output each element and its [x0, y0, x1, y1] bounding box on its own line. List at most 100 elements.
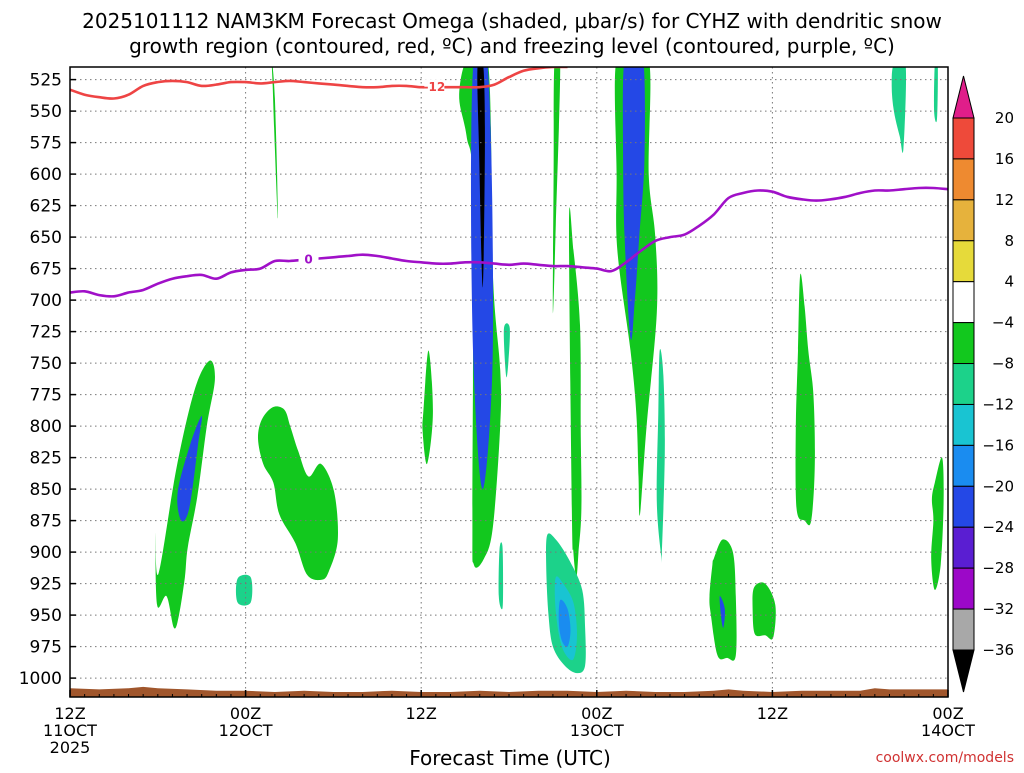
omega-shaded-region — [931, 457, 944, 590]
x-axis-tick-label: 12Z — [757, 704, 788, 723]
colorbar: 20 16 12 8 4 −4 −8 −12 −16 −20 −24 −28 −32 −36 — [952, 75, 1014, 693]
colorbar-swatch — [952, 158, 975, 201]
omega-shaded-region — [568, 207, 582, 578]
colorbar-swatch — [952, 526, 975, 569]
y-axis-tick-label: 800 — [30, 417, 62, 437]
colorbar-label: −20 — [982, 477, 1014, 495]
x-axis-tick-label: 12Z — [406, 704, 437, 723]
contour-line — [70, 67, 568, 100]
y-axis-tick-label: 525 — [30, 71, 62, 91]
colorbar-label: 12 — [995, 191, 1014, 209]
y-axis-tick-label: 825 — [30, 449, 62, 469]
y-axis-tick-labels: 525 550 575 600 625 650 675 700 725 750 775 800 825 8… — [19, 71, 62, 689]
colorbar-label: −24 — [982, 518, 1014, 536]
colorbar-label: −12 — [982, 395, 1014, 413]
colorbar-top-arrow — [952, 75, 975, 119]
colorbar-label: −32 — [982, 600, 1014, 618]
y-axis-tick-label: 975 — [30, 638, 62, 658]
colorbar-swatch — [952, 117, 975, 160]
colorbar-swatch — [952, 322, 975, 365]
contour-label-layer: -12 0 — [298, 79, 446, 268]
colorbar-swatch — [952, 485, 975, 528]
colorbar-label: −16 — [982, 436, 1014, 454]
colorbar-swatch — [952, 444, 975, 487]
omega-shaded-region — [709, 539, 737, 661]
chart-title-line-1: 2025101112 NAM3KM Forecast Omega (shaded… — [82, 9, 942, 33]
omega-shaded-region — [558, 599, 571, 648]
contour-line — [70, 186, 948, 298]
y-axis-tick-label: 650 — [30, 228, 62, 248]
omega-shaded-region — [271, 67, 278, 219]
omega-shaded-region — [795, 273, 815, 526]
colorbar-swatch — [952, 608, 975, 651]
x-axis-tick-label: 2025 — [50, 738, 91, 757]
colorbar-label: −36 — [982, 641, 1014, 659]
omega-shaded-region — [752, 582, 776, 640]
y-axis-tick-label: 725 — [30, 323, 62, 343]
omega-shaded-region — [177, 416, 203, 522]
omega-shaded-region — [235, 574, 253, 606]
colorbar-label: 20 — [995, 109, 1014, 127]
colorbar-swatch — [952, 199, 975, 242]
omega-shaded-region — [422, 350, 433, 465]
y-axis-tick-label: 900 — [30, 543, 62, 563]
contour-label: -12 — [424, 80, 446, 94]
colorbar-swatch — [952, 403, 975, 446]
y-axis-tick-label: 950 — [30, 606, 62, 626]
y-axis-tick-label: 925 — [30, 575, 62, 595]
omega-shaded-region — [503, 323, 510, 378]
y-axis-tick-label: 600 — [30, 165, 62, 185]
colorbar-label: 4 — [1004, 273, 1014, 291]
x-axis-tick-label: 12Z — [54, 704, 85, 723]
contour-label-background — [298, 251, 319, 268]
credit-text: coolwx.com/models — [876, 750, 1014, 766]
omega-shaded-region — [257, 406, 338, 581]
x-axis-tick-label: 14OCT — [921, 721, 975, 740]
omega-shaded-region — [552, 67, 561, 314]
y-axis-tick-label: 750 — [30, 354, 62, 374]
y-axis-tick-label: 575 — [30, 134, 62, 154]
x-axis-tick-label: 13OCT — [570, 721, 624, 740]
x-axis-tick-label: 00Z — [230, 704, 261, 723]
omega-shaded-region — [933, 67, 938, 123]
y-axis-tick-label: 675 — [30, 260, 62, 280]
omega-shaded-region — [622, 67, 645, 340]
colorbar-label: 16 — [995, 150, 1014, 168]
y-axis-tick-label: 700 — [30, 291, 62, 311]
colorbar-label: −4 — [992, 314, 1014, 332]
colorbar-swatch — [952, 281, 975, 324]
contour-label-background — [424, 79, 445, 96]
omega-shaded-region — [891, 67, 907, 153]
colorbar-label: −28 — [982, 559, 1014, 577]
omega-shaded-region — [498, 542, 504, 610]
colorbar-swatch — [952, 240, 975, 283]
y-axis-tick-label: 875 — [30, 512, 62, 532]
x-axis-tick-label: 00Z — [932, 704, 963, 723]
chart-title-line-2: growth region (contoured, red, ºC) and f… — [129, 34, 895, 58]
x-axis-tick-label: 11OCT — [43, 721, 97, 740]
y-axis-tick-label: 1000 — [19, 669, 62, 689]
y-axis-tick-label: 775 — [30, 386, 62, 406]
y-axis-tick-label: 850 — [30, 480, 62, 500]
colorbar-label: −8 — [992, 355, 1014, 373]
y-axis-tick-label: 625 — [30, 197, 62, 217]
colorbar-swatch — [952, 567, 975, 610]
contour-layer — [70, 67, 948, 298]
omega-shaded-region — [656, 349, 665, 564]
omega-shaded-region — [477, 67, 485, 288]
tick-mark-layer — [69, 78, 949, 697]
omega-shading-layer — [155, 67, 944, 674]
x-axis-title: Forecast Time (UTC) — [409, 746, 611, 768]
omega-shaded-region — [719, 596, 725, 628]
x-axis-tick-label: 12OCT — [219, 721, 273, 740]
colorbar-label: 8 — [1004, 232, 1014, 250]
colorbar-bottom-arrow — [952, 649, 975, 693]
contour-label: 0 — [304, 252, 312, 266]
x-axis-tick-label: 00Z — [581, 704, 612, 723]
colorbar-swatch — [952, 363, 975, 405]
y-axis-tick-label: 550 — [30, 102, 62, 122]
omega-shaded-region — [470, 67, 494, 490]
